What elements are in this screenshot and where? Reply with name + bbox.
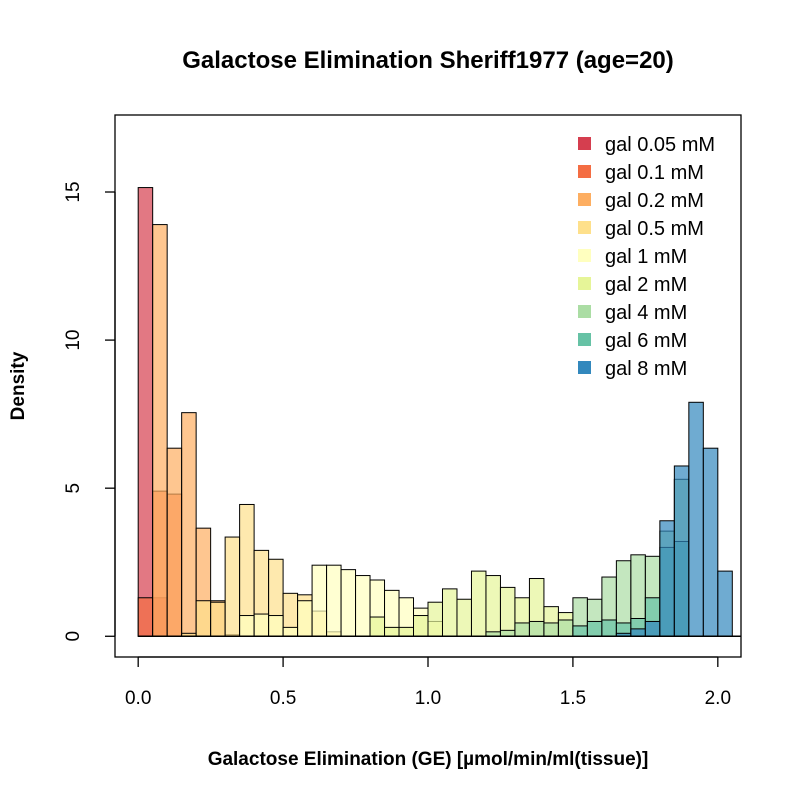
histogram-bar: [457, 599, 471, 636]
histogram-bar: [689, 402, 703, 636]
y-axis-label: Density: [8, 351, 29, 420]
legend-label: gal 6 mM: [605, 330, 687, 352]
y-tick-label: 5: [63, 483, 84, 494]
histogram-bar: [341, 570, 355, 637]
legend-swatch: [578, 333, 591, 346]
histogram-bar: [442, 589, 456, 636]
legend-item-gal-4-mm: gal 4 mM: [578, 302, 687, 324]
histogram-bar: [602, 620, 616, 636]
histogram-bar: [167, 448, 181, 636]
y-tick-label: 15: [63, 181, 84, 202]
legend-swatch: [578, 305, 591, 318]
histogram-bar: [645, 621, 659, 636]
histogram-bar: [225, 537, 239, 636]
histogram-bar: [486, 576, 500, 637]
legend-item-gal-0-05-mm: gal 0.05 mM: [578, 134, 715, 156]
legend-item-gal-0-5-mm: gal 0.5 mM: [578, 218, 704, 240]
histogram-bar: [471, 571, 485, 636]
legend-swatch: [578, 221, 591, 234]
histogram-bar: [153, 225, 167, 637]
histogram-bar: [674, 466, 688, 636]
x-tick-label: 0.5: [270, 688, 296, 709]
chart-title: Galactose Elimination Sheriff1977 (age=2…: [182, 47, 674, 74]
legend-label: gal 1 mM: [605, 246, 687, 268]
legend-swatch: [578, 165, 591, 178]
histogram-bar: [558, 620, 572, 636]
histogram-bar: [500, 587, 514, 636]
legend-swatch: [578, 193, 591, 206]
histogram-bar: [312, 565, 326, 636]
legend-label: gal 0.05 mM: [605, 134, 715, 156]
histogram-bar: [660, 521, 674, 637]
legend: gal 0.05 mM gal 0.1 mM gal 0.2 mM gal 0.5 m…: [578, 134, 715, 380]
histogram-bar: [399, 627, 413, 636]
legend-swatch: [578, 137, 591, 150]
y-tick-label: 0: [63, 631, 84, 642]
legend-label: gal 0.2 mM: [605, 190, 704, 212]
histogram-bar: [138, 188, 152, 637]
histogram-bar: [254, 614, 268, 636]
legend-item-gal-6-mm: gal 6 mM: [578, 330, 687, 352]
legend-swatch: [578, 277, 591, 290]
histogram-bar: [428, 602, 442, 636]
histogram-bar: [544, 623, 558, 636]
x-tick-label: 0.0: [125, 688, 151, 709]
histogram-bar: [385, 627, 399, 636]
legend-item-gal-1-mm: gal 1 mM: [578, 246, 687, 268]
histogram-bar: [298, 601, 312, 637]
x-tick-label: 1.5: [560, 688, 586, 709]
histogram-bar: [529, 621, 543, 636]
y-tick-label: 10: [63, 330, 84, 351]
histogram-bar: [573, 626, 587, 636]
histogram-bar: [182, 413, 196, 637]
histogram-bar: [327, 565, 341, 636]
legend-swatch: [578, 361, 591, 374]
legend-label: gal 4 mM: [605, 302, 687, 324]
histogram-bar: [631, 629, 645, 636]
legend-swatch: [578, 249, 591, 262]
legend-label: gal 0.1 mM: [605, 162, 704, 184]
histogram-bar: [414, 616, 428, 637]
histogram-bar: [718, 571, 732, 636]
legend-item-gal-0-1-mm: gal 0.1 mM: [578, 162, 704, 184]
legend-label: gal 0.5 mM: [605, 218, 704, 240]
x-tick-label: 1.0: [415, 688, 441, 709]
histogram-bar: [269, 616, 283, 637]
x-tick-label: 2.0: [705, 688, 731, 709]
histogram-bar: [240, 616, 254, 637]
legend-item-gal-0-2-mm: gal 0.2 mM: [578, 190, 704, 212]
histogram-bar: [196, 601, 210, 637]
y-axis: 0 5 10 15: [63, 181, 115, 641]
histogram-bar: [515, 623, 529, 636]
histogram-bar: [211, 602, 225, 636]
histogram-bar: [283, 627, 297, 636]
histogram-bar: [500, 630, 514, 636]
legend-label: gal 8 mM: [605, 358, 687, 380]
histogram-bar: [356, 576, 370, 637]
histogram-bar: [370, 617, 384, 636]
histogram-bar: [138, 598, 152, 637]
x-axis-label: Galactose Elimination (GE) [µmol/min/ml(…: [208, 749, 649, 770]
legend-item-gal-2-mm: gal 2 mM: [578, 274, 687, 296]
histogram-bar: [703, 448, 717, 636]
legend-item-gal-8-mm: gal 8 mM: [578, 358, 687, 380]
histogram-bar: [587, 621, 601, 636]
x-axis: 0.0 0.5 1.0 1.5 2.0: [125, 657, 731, 709]
legend-label: gal 2 mM: [605, 274, 687, 296]
